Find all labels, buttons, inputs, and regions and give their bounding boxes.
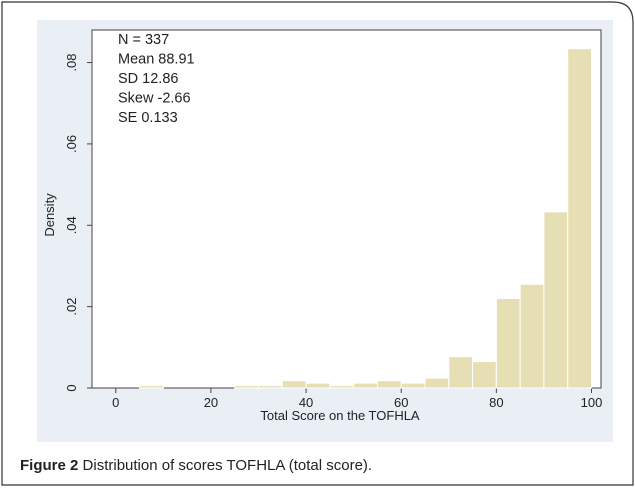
bar: [448, 356, 474, 389]
annotation: N = 337: [118, 32, 169, 48]
bar: [543, 211, 569, 389]
y-tick-label: 0: [64, 384, 79, 391]
bar: [281, 380, 307, 389]
x-tick-label: 0: [112, 395, 119, 410]
y-axis-label: Density: [42, 193, 57, 237]
bar: [305, 382, 331, 389]
annotation: Skew -2.66: [118, 91, 191, 107]
x-tick-label: 40: [299, 395, 313, 410]
bar: [519, 283, 545, 389]
caption-text: Distribution of scores TOFHLA (total sco…: [83, 457, 373, 474]
bar: [495, 298, 521, 389]
bar: [139, 385, 164, 389]
bar: [472, 361, 497, 389]
bar: [400, 382, 426, 389]
bar: [424, 377, 450, 389]
bar: [376, 380, 402, 389]
annotation: Mean 88.91: [118, 52, 195, 68]
caption-label: Figure 2: [20, 457, 78, 474]
y-tick-label: .02: [64, 298, 79, 316]
annotation: SE 0.133: [118, 110, 178, 126]
y-tick-label: .04: [64, 216, 79, 234]
x-tick-label: 80: [489, 395, 503, 410]
x-tick-label: 100: [581, 395, 603, 410]
bar: [353, 382, 378, 389]
bar: [567, 48, 592, 389]
annotation: SD 12.86: [118, 71, 178, 87]
x-tick-label: 20: [204, 395, 218, 410]
bar: [234, 385, 259, 389]
y-tick-label: .06: [64, 135, 79, 153]
y-tick-label: .08: [64, 54, 79, 72]
x-axis-label: Total Score on the TOFHLA: [260, 408, 420, 423]
x-tick-label: 60: [394, 395, 408, 410]
caption: Figure 2 Distribution of scores TOFHLA (…: [20, 457, 372, 474]
bar: [329, 385, 355, 389]
bar: [257, 385, 283, 389]
